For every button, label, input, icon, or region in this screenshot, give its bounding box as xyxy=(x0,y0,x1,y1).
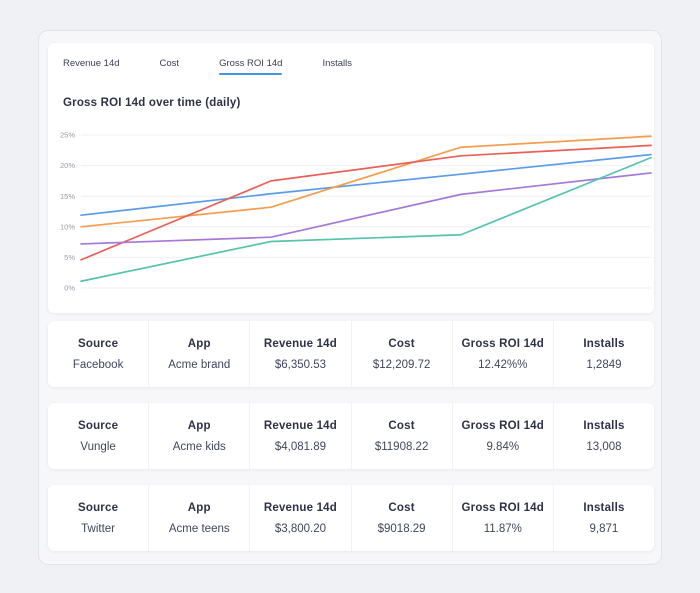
column-header: Gross ROI 14d xyxy=(461,502,545,514)
column-header: Revenue 14d xyxy=(263,502,337,514)
chart-title: Gross ROI 14d over time (daily) xyxy=(63,97,241,109)
column-header: Gross ROI 14d xyxy=(461,338,545,350)
roi-line-chart: 0% 5% 10% 15% 20% 25% xyxy=(60,131,652,293)
tab-label: Installs xyxy=(322,58,353,69)
tab-cost[interactable]: Cost xyxy=(160,58,180,75)
cell-value: 12.42%% xyxy=(478,359,528,371)
table-cell-revenue: Revenue 14d $3,800.20 xyxy=(249,485,350,551)
y-axis-tick-label: 5% xyxy=(64,253,75,262)
cell-value: Twitter xyxy=(81,523,116,535)
chart-card: Revenue 14d Cost Gross ROI 14d Installs … xyxy=(48,43,654,313)
cell-value: Acme brand xyxy=(168,359,231,371)
table-cell-gross-roi: Gross ROI 14d 9.84% xyxy=(451,403,553,469)
cell-value: 1,2849 xyxy=(586,359,622,371)
chart-line-series xyxy=(80,135,652,228)
cell-value: $6,350.53 xyxy=(274,359,327,371)
column-header: App xyxy=(187,338,211,350)
cell-value: $9018.29 xyxy=(377,523,426,535)
tab-label: Revenue 14d xyxy=(63,58,120,69)
table-cell-source: Source Vungle xyxy=(48,403,148,469)
table-cell-installs: Installs 1,2849 xyxy=(552,321,654,387)
cell-value: 9,871 xyxy=(589,523,619,535)
cell-value: Acme teens xyxy=(168,523,230,535)
column-header: Installs xyxy=(583,338,625,350)
chart-line-series xyxy=(80,153,652,217)
column-header: Installs xyxy=(583,502,625,514)
cell-value: Acme kids xyxy=(172,441,226,453)
column-header: Revenue 14d xyxy=(263,338,337,350)
table-cell-installs: Installs 13,008 xyxy=(552,403,654,469)
column-header: Source xyxy=(77,338,119,350)
column-header: Gross ROI 14d xyxy=(461,420,545,432)
column-header: Cost xyxy=(388,338,415,350)
column-header: Source xyxy=(77,420,119,432)
cell-value: $3,800.20 xyxy=(274,523,327,535)
table-cell-cost: Cost $11908.22 xyxy=(350,403,452,469)
cell-value: $11908.22 xyxy=(374,441,429,453)
column-header: Cost xyxy=(388,502,415,514)
table-row: Source Twitter App Acme teens Revenue 14… xyxy=(48,485,654,551)
table-cell-revenue: Revenue 14d $6,350.53 xyxy=(249,321,350,387)
dashboard-container: Revenue 14d Cost Gross ROI 14d Installs … xyxy=(38,30,662,565)
cell-value: 13,008 xyxy=(586,441,622,453)
tab-revenue-14d[interactable]: Revenue 14d xyxy=(63,58,120,75)
column-header: Revenue 14d xyxy=(263,420,337,432)
column-header: Installs xyxy=(583,420,625,432)
table-cell-installs: Installs 9,871 xyxy=(552,485,654,551)
table-cell-source: Source Twitter xyxy=(48,485,148,551)
table-row: Source Vungle App Acme kids Revenue 14d … xyxy=(48,403,654,469)
cell-value: Facebook xyxy=(72,359,124,371)
tab-installs[interactable]: Installs xyxy=(322,58,352,75)
cell-value: $12,209.72 xyxy=(372,359,431,371)
table-cell-gross-roi: Gross ROI 14d 12.42%% xyxy=(451,321,553,387)
table-cell-cost: Cost $12,209.72 xyxy=(350,321,452,387)
tab-label: Gross ROI 14d xyxy=(219,58,283,69)
y-axis-tick-label: 20% xyxy=(60,161,75,170)
table-cell-gross-roi: Gross ROI 14d 11.87% xyxy=(451,485,553,551)
y-axis-tick-label: 10% xyxy=(60,222,75,231)
column-header: Source xyxy=(77,502,119,514)
column-header: Cost xyxy=(388,420,415,432)
cell-value: $4,081.89 xyxy=(274,441,327,453)
y-axis-tick-label: 25% xyxy=(60,131,75,140)
table-row: Source Facebook App Acme brand Revenue 1… xyxy=(48,321,654,387)
table-cell-app: App Acme brand xyxy=(148,321,249,387)
cell-value: Vungle xyxy=(80,441,116,453)
table-cell-cost: Cost $9018.29 xyxy=(350,485,452,551)
metric-tabs: Revenue 14d Cost Gross ROI 14d Installs xyxy=(63,58,352,75)
column-header: App xyxy=(187,502,211,514)
y-axis-tick-label: 0% xyxy=(64,284,75,293)
chart-line-series xyxy=(80,156,652,283)
y-axis-tick-label: 15% xyxy=(60,192,75,201)
chart-line-series xyxy=(80,144,652,261)
active-tab-underline xyxy=(219,72,283,75)
table-cell-source: Source Facebook xyxy=(48,321,148,387)
cell-value: 11.87% xyxy=(483,523,522,535)
cell-value: 9.84% xyxy=(486,441,520,453)
table-cell-revenue: Revenue 14d $4,081.89 xyxy=(249,403,350,469)
tab-label: Cost xyxy=(159,58,180,69)
tab-gross-roi-14d[interactable]: Gross ROI 14d xyxy=(219,58,283,75)
table-cell-app: App Acme kids xyxy=(148,403,249,469)
column-header: App xyxy=(187,420,211,432)
chart-line-series xyxy=(80,172,652,245)
table-cell-app: App Acme teens xyxy=(148,485,249,551)
